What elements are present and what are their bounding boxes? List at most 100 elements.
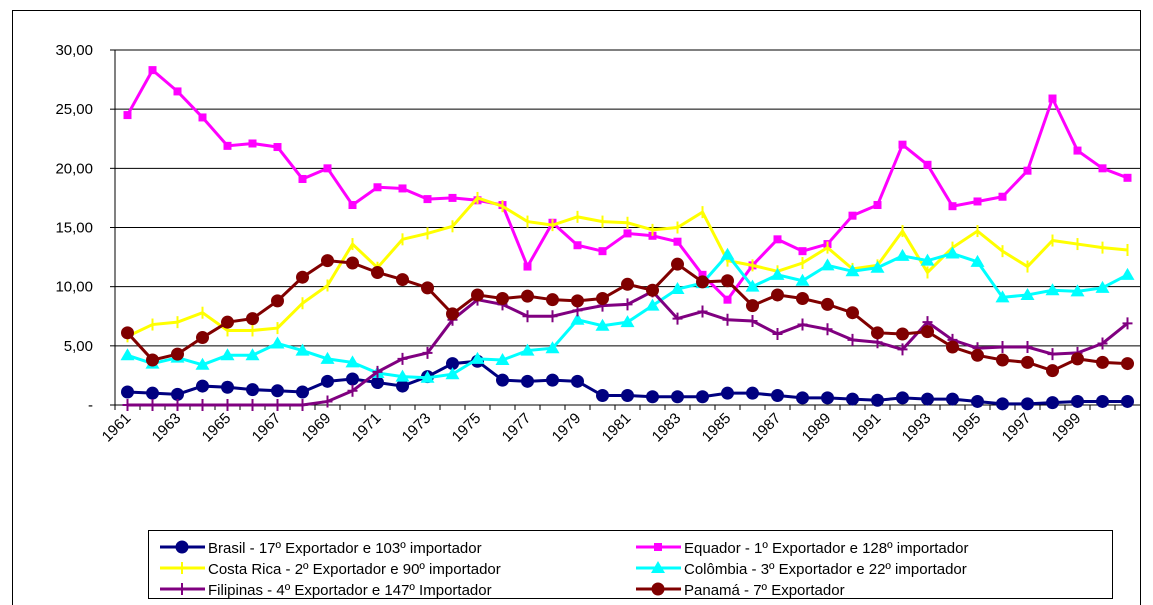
marker xyxy=(1096,355,1109,369)
marker xyxy=(396,273,409,287)
marker xyxy=(796,391,809,405)
marker xyxy=(771,389,784,403)
marker xyxy=(445,367,460,380)
marker xyxy=(622,298,633,311)
marker xyxy=(898,140,907,149)
marker xyxy=(971,394,984,408)
marker xyxy=(323,164,332,173)
marker xyxy=(920,253,935,266)
marker xyxy=(273,143,282,152)
marker xyxy=(845,264,860,277)
marker xyxy=(746,299,759,313)
marker xyxy=(821,297,834,311)
marker xyxy=(745,279,760,292)
marker xyxy=(1071,352,1084,366)
y-tick-label: - xyxy=(88,397,93,414)
marker xyxy=(871,326,884,340)
marker xyxy=(521,374,534,388)
marker xyxy=(346,256,359,270)
marker xyxy=(448,193,457,202)
marker xyxy=(996,353,1009,367)
marker xyxy=(770,267,785,280)
marker xyxy=(997,341,1008,354)
marker xyxy=(771,288,784,302)
marker xyxy=(522,310,533,323)
marker xyxy=(146,353,159,367)
marker xyxy=(773,235,782,244)
marker xyxy=(798,247,807,256)
marker xyxy=(1020,287,1035,300)
marker xyxy=(523,262,532,271)
marker xyxy=(1021,355,1034,369)
marker xyxy=(820,258,835,271)
marker xyxy=(873,201,882,210)
marker xyxy=(446,357,459,371)
marker xyxy=(973,197,982,206)
marker xyxy=(171,387,184,401)
marker xyxy=(995,290,1010,303)
marker xyxy=(897,343,908,356)
marker xyxy=(621,389,634,403)
y-tick-label: 15,00 xyxy=(55,220,93,237)
marker xyxy=(222,399,233,411)
marker xyxy=(946,340,959,354)
marker xyxy=(321,254,334,268)
marker xyxy=(1073,146,1082,155)
marker xyxy=(120,348,135,361)
marker xyxy=(121,385,134,399)
y-tick-label: 5,00 xyxy=(64,338,93,355)
legend-marker xyxy=(651,561,665,573)
marker xyxy=(545,341,560,354)
marker xyxy=(321,374,334,388)
marker xyxy=(173,87,182,96)
marker xyxy=(896,327,909,341)
marker xyxy=(420,370,435,383)
marker xyxy=(921,392,934,406)
marker xyxy=(196,331,209,345)
marker xyxy=(895,248,910,261)
marker xyxy=(221,315,234,329)
marker xyxy=(520,343,535,356)
marker xyxy=(372,365,383,378)
marker xyxy=(596,389,609,403)
marker xyxy=(723,295,732,304)
marker xyxy=(296,270,309,284)
marker xyxy=(172,399,183,411)
marker xyxy=(623,229,632,238)
marker xyxy=(672,312,683,325)
legend-box xyxy=(148,530,1113,599)
marker xyxy=(848,211,857,220)
marker xyxy=(221,380,234,394)
y-tick-label: 20,00 xyxy=(55,160,93,177)
marker xyxy=(971,348,984,362)
marker xyxy=(1047,348,1058,361)
marker xyxy=(220,348,235,361)
marker xyxy=(996,397,1009,411)
marker xyxy=(546,373,559,387)
marker xyxy=(646,283,659,297)
marker xyxy=(248,139,257,148)
legend-marker xyxy=(651,582,665,596)
plot-area xyxy=(120,66,1135,411)
marker xyxy=(1121,357,1134,371)
marker xyxy=(345,355,360,368)
marker xyxy=(247,399,258,411)
marker xyxy=(371,376,384,390)
marker xyxy=(123,111,132,120)
marker xyxy=(1071,394,1084,408)
marker xyxy=(198,113,207,122)
y-tick-label: 25,00 xyxy=(55,101,93,118)
marker xyxy=(620,315,635,328)
marker xyxy=(645,298,660,311)
marker xyxy=(396,379,409,393)
marker xyxy=(1021,397,1034,411)
marker xyxy=(847,333,858,346)
marker xyxy=(698,270,707,279)
legend-marker xyxy=(175,540,189,554)
marker xyxy=(948,202,957,211)
marker xyxy=(246,312,259,326)
marker xyxy=(1070,284,1085,297)
marker xyxy=(1122,317,1133,330)
marker xyxy=(496,292,509,305)
marker xyxy=(1023,166,1032,175)
